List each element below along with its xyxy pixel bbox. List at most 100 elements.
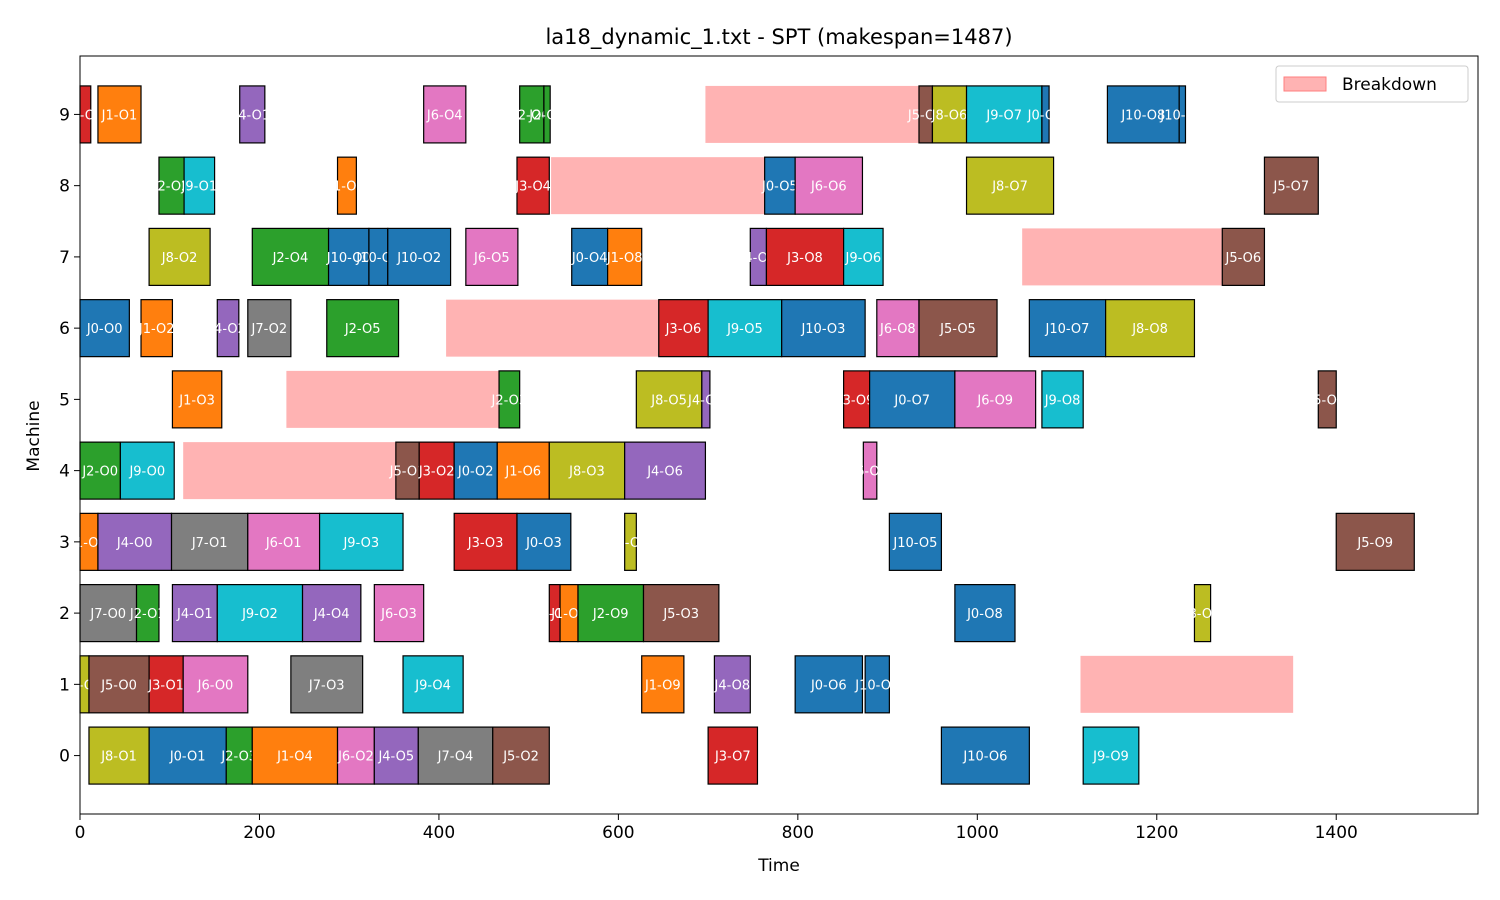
operation-rect [1335,512,1415,571]
operation-label: J6-O9 [976,393,1013,408]
operation-rect [373,584,425,643]
operation-rect [498,370,521,429]
operation-label: J2-O9 [592,607,629,622]
operation-label: J3-O0 [67,108,104,123]
operation-rect [548,441,626,500]
operation-rect [764,156,796,215]
breakdown-bar [183,442,396,500]
x-tick-label: 200 [243,823,275,843]
operation-rect [876,299,920,358]
operation-bar: J9-O7 [965,85,1043,144]
operation-rect [290,655,364,714]
operation-bar: J9-O4 [402,655,464,714]
operation-rect [171,370,223,429]
operation-bar: J7-O3 [290,655,364,714]
operation-bar: J9-O1 [181,156,218,215]
operation-rect [216,299,240,358]
operation-label: J2-O1 [129,607,166,622]
operation-bar: J3-O1 [147,655,184,714]
breakdown-bar [551,157,765,215]
operation-rect [1193,584,1212,643]
plot-frame [79,55,1479,815]
operation-rect [1221,227,1266,286]
operation-label: J6-O8 [879,322,916,337]
operation-bar: J1-O2 [138,299,175,358]
operation-bar: J0-O1 [148,726,227,785]
operation-bar: J5-O2 [492,726,550,785]
operation-rect [216,584,304,643]
operation-bar: J10-O0 [326,227,371,286]
operation-bar: J10-O6 [940,726,1030,785]
operation-rect [965,156,1055,215]
operation-rect [888,512,943,571]
breakdown-bar [1080,655,1294,713]
operation-rect [954,370,1037,429]
operation-label: J9-O0 [128,465,165,480]
operation-rect [247,299,292,358]
y-tick-label: 1 [59,675,70,695]
operation-rect [492,726,550,785]
operation-bar: J4-O0 [97,512,173,571]
operation-bar: J2-O1 [129,584,166,643]
operation-bar: J4-O4 [301,584,362,643]
operation-label: J1-O2 [138,322,175,337]
operation-bar: J6-O1 [247,512,321,571]
operation-rect [954,584,1016,643]
operation-rect [1041,370,1084,429]
operation-bar: J1-O5 [328,156,365,215]
operation-bar: J5-O9 [1335,512,1415,571]
y-tick-label: 4 [59,462,70,482]
operation-label: J4-O1 [233,108,270,123]
legend: Breakdown [1275,65,1469,103]
operation-label: J8-O8 [1131,322,1168,337]
y-tick-label: 2 [59,604,70,624]
operation-rect [1106,85,1180,144]
operation-rect [843,370,871,429]
operation-bar: J3-O8 [765,227,845,286]
legend-swatch-breakdown [1283,76,1327,92]
operation-label: J0-O5 [761,180,798,195]
operation-label: J5-O3 [662,607,699,622]
operation-bar: J8-O4 [612,512,648,571]
operation-bar: J1-O6 [496,441,550,500]
operation-label: J1-O9 [644,678,681,693]
operation-label: J8-O5 [650,393,687,408]
operation-label: J4-O7 [687,393,724,408]
operation-label: J9-O7 [985,108,1022,123]
operation-label: J3-O9 [838,393,875,408]
operation-bar: J3-O9 [838,370,875,429]
operation-bar: J2-O6 [513,85,550,144]
operation-label: J3-O8 [786,251,823,266]
x-tick-label: 1400 [1315,823,1358,843]
operation-bar: J0-O8 [954,584,1016,643]
operation-rect [642,584,720,643]
operation-label: J9-O1 [181,180,218,195]
operation-rect [251,227,330,286]
operation-bar: J3-O6 [658,299,709,358]
operation-bar: J2-O5 [326,299,400,358]
operation-bar: J9-O6 [843,227,884,286]
operation-label: J5-O0 [100,678,137,693]
operation-rect [869,370,956,429]
operation-bar: J5-O7 [1263,156,1319,215]
operation-label: J7-O0 [89,607,126,622]
operation-bar: J1-O1 [97,85,142,144]
operation-rect [1178,85,1187,144]
operation-rect [543,85,551,144]
y-tick-label: 5 [59,390,70,410]
operation-bar: J1-O4 [251,726,339,785]
operation-bar: J3-O4 [514,156,551,215]
operation-label: J4-O8 [714,678,751,693]
operation-label: J10-O6 [962,750,1007,765]
legend-label-breakdown: Breakdown [1342,75,1437,95]
operation-label: J0-O9 [1027,108,1064,123]
operation-label: J6-O0 [197,678,234,693]
y-tick-label: 3 [59,533,70,553]
operation-bar: J9-O3 [318,512,404,571]
operation-label: J2-O4 [272,251,309,266]
operation-bar: J0-O0 [79,299,130,358]
operation-rect [239,85,266,144]
operation-bar: J1-O9 [641,655,685,714]
operation-rect [148,227,211,286]
